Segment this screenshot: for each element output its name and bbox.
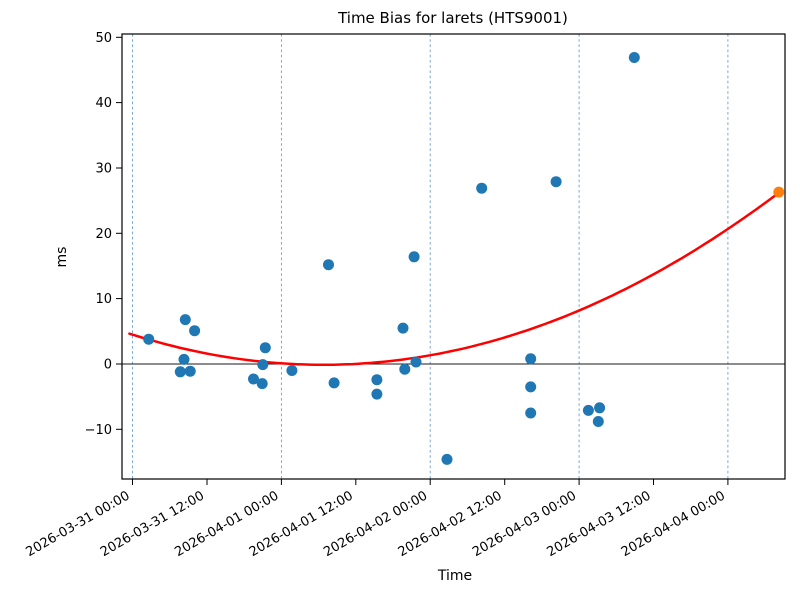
observation-point [328,377,340,389]
y-tick-label: 10 [95,292,112,307]
y-tick-label: 0 [104,358,112,373]
day-gridlines [132,34,729,479]
observation-point [143,333,155,345]
observation-point [525,353,537,365]
y-tick-label: −10 [85,423,112,438]
observation-point [189,325,201,337]
observation-point [257,359,269,371]
observation-point [582,404,594,416]
observation-point [408,251,420,263]
observation-point [399,363,411,375]
observation-point [256,378,268,390]
observation-point [179,314,191,326]
observation-point [594,402,606,414]
observation-point [371,388,383,400]
observation-points [143,52,640,465]
observation-point [410,356,422,368]
y-tick-label: 50 [95,31,112,46]
observation-point [184,365,196,377]
observation-point [525,381,537,393]
prediction-point-layer [773,186,785,198]
fit-curve-layer [128,191,781,367]
plot-border [121,33,786,480]
observation-point [286,365,298,376]
observation-point [178,353,190,365]
observation-point [550,176,562,188]
y-tick-label: 20 [95,227,112,242]
observation-point [628,52,640,63]
observation-point [525,407,537,419]
observation-point [323,259,334,271]
fit-curve [128,191,781,367]
observation-point [248,373,259,385]
observation-point [592,416,604,427]
observation-point [371,374,383,386]
observation-point [259,342,271,354]
chart-title: Time Bias for larets (HTS9001) [337,9,568,27]
observation-point [397,322,409,334]
observation-point [476,182,488,194]
x-axis-label: Time [437,568,472,584]
observation-point [441,453,453,465]
y-tick-label: 30 [95,162,112,177]
y-tick-label: 40 [95,96,112,111]
prediction-point [773,186,785,198]
observation-point [174,366,186,378]
y-axis-label: ms [54,247,70,268]
